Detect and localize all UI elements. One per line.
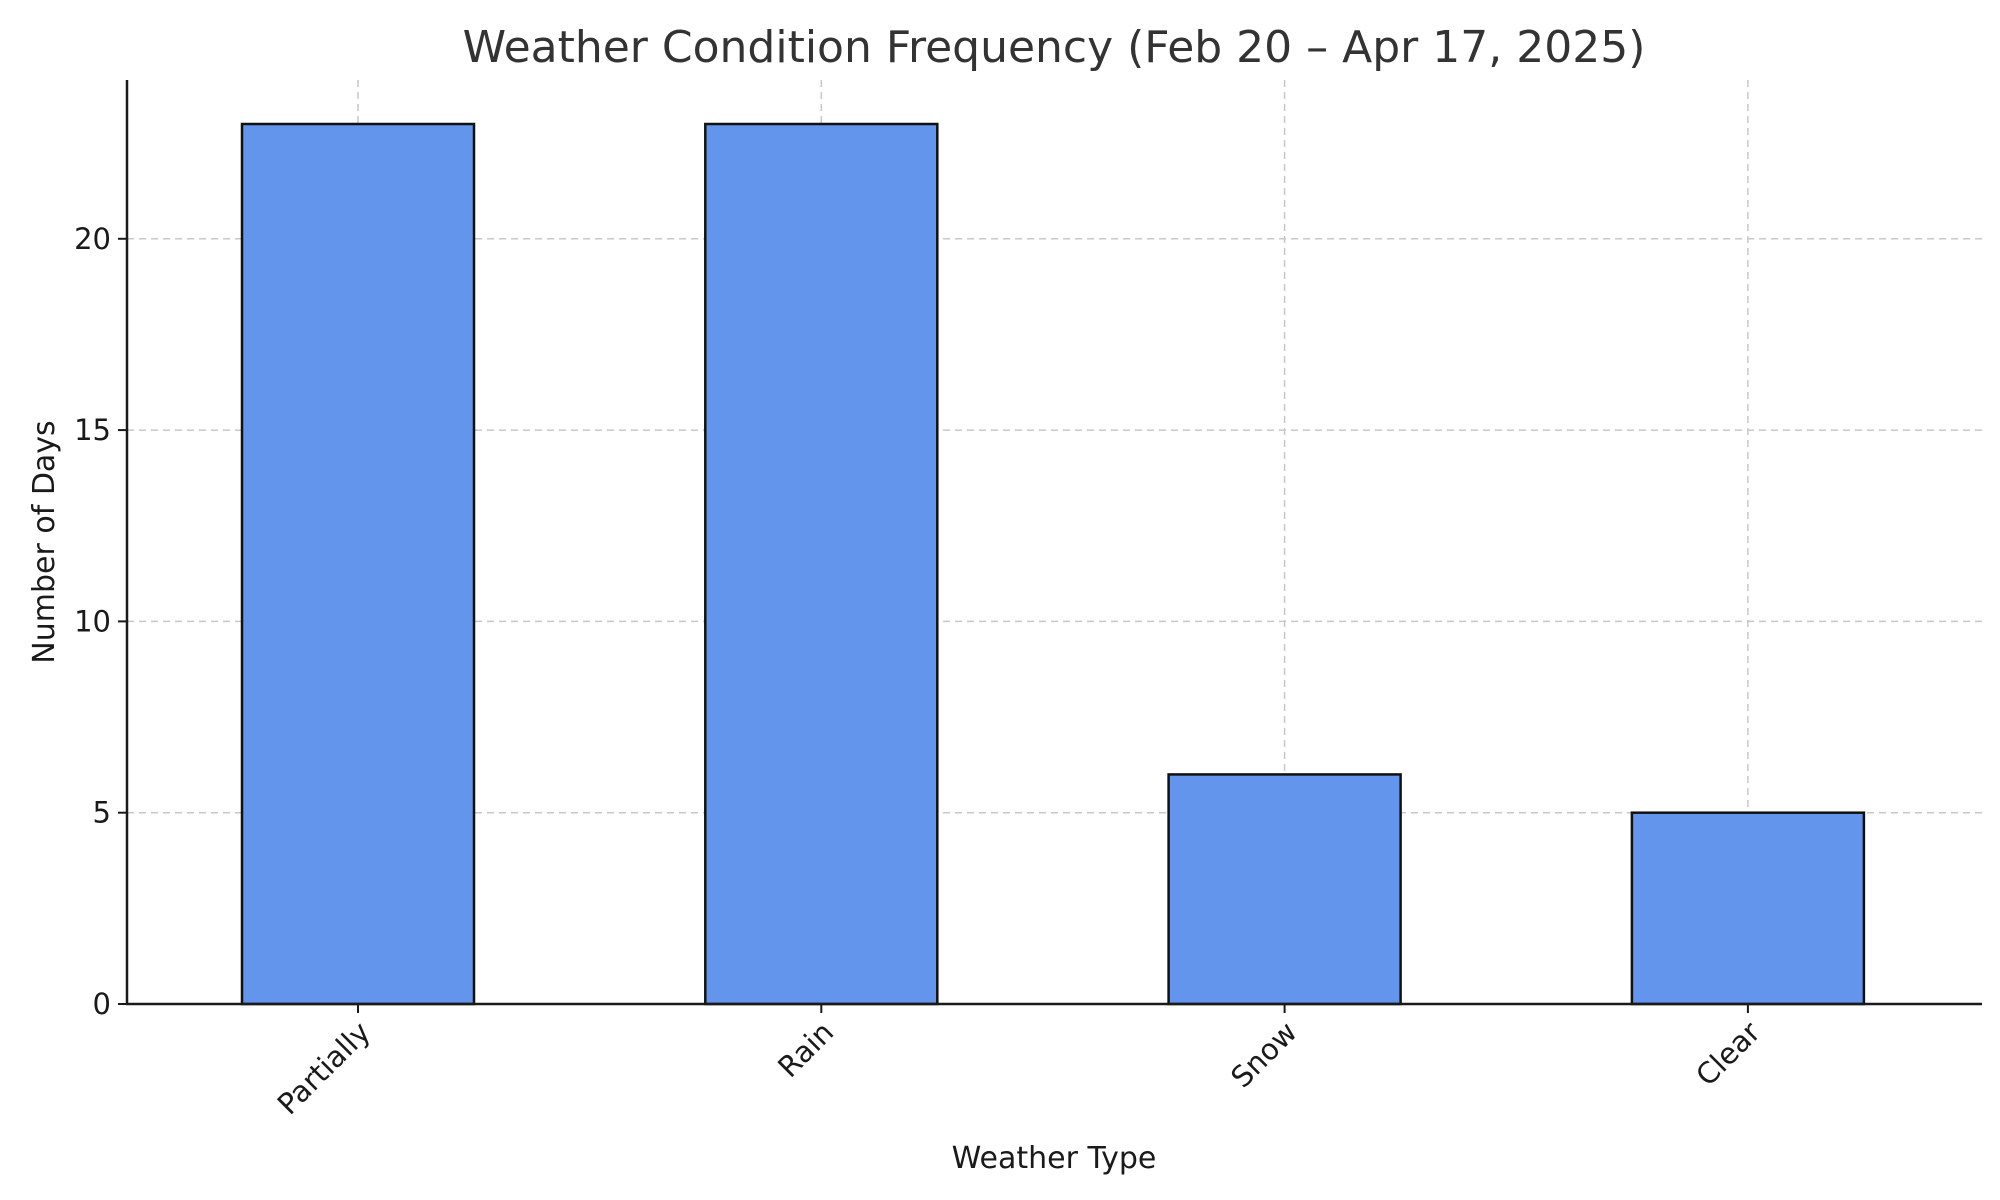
y-tick-label: 20: [74, 222, 111, 256]
y-tick-label: 15: [74, 413, 111, 447]
x-axis-label: Weather Type: [952, 1141, 1157, 1176]
x-tick-label: Snow: [1224, 1015, 1303, 1094]
y-axis-label: Number of Days: [27, 420, 62, 663]
x-tick-label: Clear: [1689, 1015, 1767, 1093]
bar-partially: [240, 122, 476, 1006]
bar-snow: [1167, 773, 1402, 1006]
axes-layer: [125, 80, 1982, 1006]
y-tick-label: 10: [74, 604, 111, 638]
bar-clear: [1630, 811, 1866, 1006]
x-tick-label: Partially: [271, 1015, 377, 1121]
y-tick-label: 0: [93, 987, 111, 1021]
y-tick-label: 5: [93, 796, 111, 830]
x-tick-label: Rain: [771, 1015, 840, 1084]
bars-layer: [240, 122, 1866, 1006]
bar-rain: [704, 122, 939, 1006]
chart-title: Weather Condition Frequency (Feb 20 – Ap…: [463, 22, 1646, 73]
